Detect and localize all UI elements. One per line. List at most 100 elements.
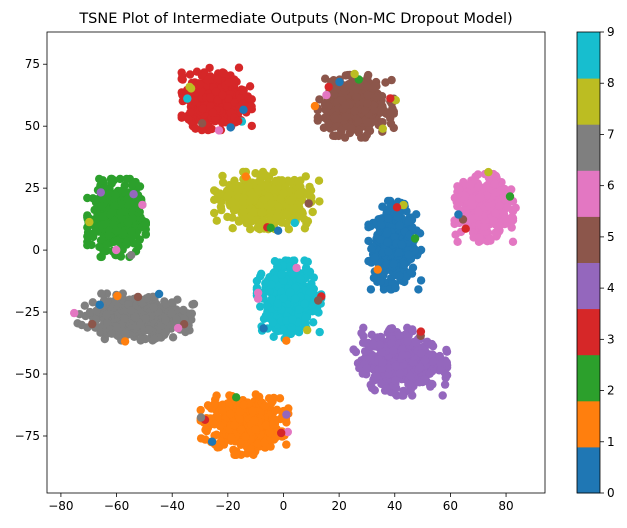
point bbox=[123, 195, 132, 204]
point bbox=[416, 245, 426, 255]
point bbox=[219, 117, 228, 127]
point bbox=[440, 380, 450, 389]
point bbox=[469, 233, 478, 242]
point bbox=[205, 93, 215, 102]
point bbox=[106, 174, 116, 184]
point bbox=[89, 229, 99, 238]
point bbox=[230, 205, 240, 214]
point bbox=[217, 205, 226, 215]
point bbox=[372, 372, 381, 381]
point bbox=[241, 432, 250, 441]
point bbox=[491, 209, 500, 218]
point bbox=[247, 102, 256, 111]
point bbox=[508, 237, 518, 246]
point bbox=[339, 83, 349, 93]
point bbox=[231, 450, 240, 459]
point bbox=[161, 299, 171, 309]
point bbox=[435, 351, 444, 361]
point bbox=[279, 189, 288, 198]
cluster-0 bbox=[364, 196, 426, 294]
point bbox=[393, 212, 403, 222]
point bbox=[315, 327, 324, 337]
point bbox=[461, 191, 470, 201]
point bbox=[490, 179, 499, 189]
point bbox=[403, 337, 412, 346]
point bbox=[330, 114, 340, 123]
point bbox=[416, 276, 426, 285]
point bbox=[395, 369, 405, 378]
point bbox=[258, 167, 268, 177]
point bbox=[360, 347, 370, 356]
point bbox=[343, 70, 353, 80]
point bbox=[85, 307, 95, 317]
point bbox=[115, 174, 125, 184]
point bbox=[239, 207, 248, 216]
point bbox=[468, 194, 477, 203]
point bbox=[107, 329, 117, 338]
point bbox=[337, 126, 346, 135]
point bbox=[474, 182, 483, 192]
point bbox=[441, 373, 450, 382]
point bbox=[234, 63, 244, 72]
point bbox=[495, 201, 504, 210]
point bbox=[282, 210, 291, 219]
point bbox=[415, 363, 425, 372]
point bbox=[88, 298, 98, 307]
point bbox=[260, 438, 269, 447]
point bbox=[275, 394, 285, 403]
point bbox=[246, 444, 255, 454]
point bbox=[379, 285, 389, 294]
point bbox=[236, 438, 245, 447]
point bbox=[111, 190, 120, 200]
point bbox=[149, 303, 159, 312]
point bbox=[282, 440, 291, 449]
point bbox=[167, 309, 176, 318]
point bbox=[397, 391, 407, 400]
cluster-4 bbox=[349, 323, 452, 400]
point bbox=[177, 111, 186, 120]
point bbox=[301, 172, 310, 181]
point bbox=[429, 357, 438, 366]
point bbox=[300, 224, 310, 233]
point bbox=[213, 75, 223, 85]
point bbox=[265, 216, 275, 225]
point bbox=[141, 220, 150, 229]
point bbox=[354, 128, 363, 137]
point bbox=[230, 176, 239, 185]
point bbox=[496, 186, 506, 195]
point bbox=[227, 433, 236, 442]
point bbox=[235, 414, 244, 424]
chart-title: TSNE Plot of Intermediate Outputs (Non-M… bbox=[78, 11, 512, 27]
point bbox=[389, 259, 398, 269]
point bbox=[358, 338, 368, 347]
point bbox=[391, 283, 400, 293]
point bbox=[256, 182, 266, 191]
point bbox=[305, 192, 315, 201]
point bbox=[212, 391, 221, 400]
point bbox=[201, 425, 210, 434]
point bbox=[507, 213, 517, 222]
point bbox=[179, 305, 188, 315]
point bbox=[141, 334, 150, 344]
cluster-7 bbox=[73, 289, 199, 345]
point bbox=[315, 197, 324, 206]
point bbox=[384, 214, 393, 223]
point bbox=[234, 217, 244, 226]
point bbox=[295, 210, 304, 219]
cluster-1 bbox=[196, 390, 293, 459]
point bbox=[406, 371, 415, 381]
point bbox=[294, 189, 304, 199]
point bbox=[219, 69, 229, 78]
point bbox=[341, 101, 350, 110]
point bbox=[83, 237, 92, 246]
point bbox=[223, 101, 232, 111]
point bbox=[289, 204, 298, 213]
point bbox=[347, 124, 356, 133]
point bbox=[186, 108, 195, 117]
point bbox=[144, 325, 154, 334]
cluster-6 bbox=[450, 169, 518, 246]
point bbox=[91, 195, 101, 204]
point bbox=[239, 194, 248, 203]
point bbox=[251, 425, 260, 434]
point bbox=[109, 220, 118, 229]
